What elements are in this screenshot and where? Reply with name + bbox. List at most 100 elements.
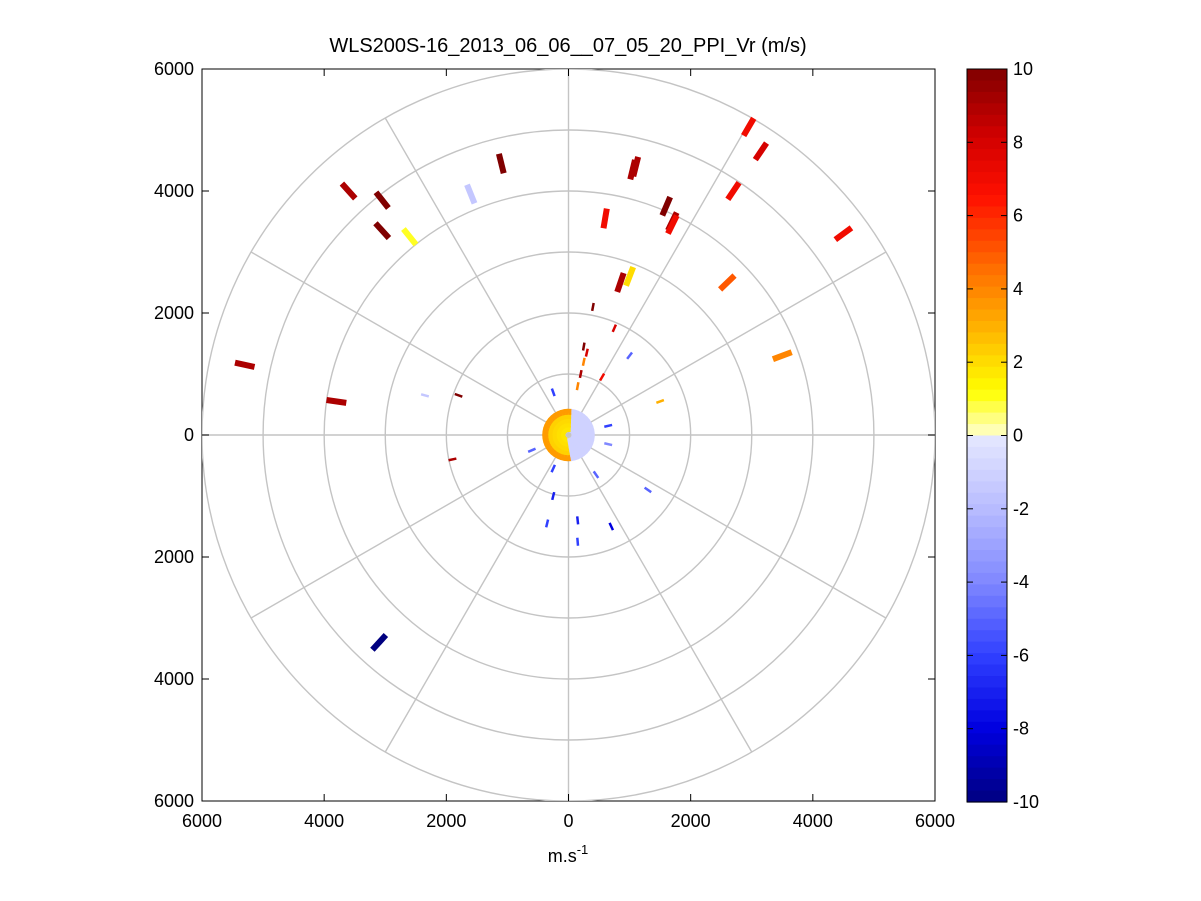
data-point-38 <box>550 464 557 473</box>
y-tick-label: 0 <box>184 425 194 445</box>
near-field-mark <box>563 454 569 462</box>
near-field-mark <box>548 447 556 455</box>
x-axis-label-base: m.s <box>548 846 577 866</box>
colorbar-swatch <box>967 790 1007 803</box>
colorbar-tick-label: 10 <box>1013 59 1033 79</box>
colorbar-swatch <box>967 572 1007 585</box>
colorbar-swatch <box>967 80 1007 93</box>
colorbar-swatch <box>967 607 1007 620</box>
x-axis-label: m.s-1 <box>548 842 589 866</box>
near-field-mark <box>556 409 563 418</box>
data-point-3 <box>725 181 742 201</box>
near-field-mark <box>553 451 561 459</box>
near-field-mark <box>588 433 595 437</box>
colorbar <box>967 69 1007 803</box>
colorbar-swatch <box>967 584 1007 597</box>
data-point-18 <box>464 183 478 205</box>
colorbar-swatch <box>967 767 1007 780</box>
near-field-mark <box>567 408 572 415</box>
spoke-30 <box>568 251 887 436</box>
colorbar-swatch <box>967 458 1007 471</box>
colorbar-swatch <box>967 229 1007 242</box>
spoke-60 <box>567 117 753 436</box>
colorbar-swatch <box>967 721 1007 734</box>
axis-ticks <box>201 68 936 802</box>
colorbar-swatch <box>967 378 1007 391</box>
data-point-28 <box>655 398 665 405</box>
x-tick-label: 2000 <box>671 811 711 831</box>
colorbar-swatch <box>967 286 1007 299</box>
near-field-mark <box>582 446 590 454</box>
colorbar-swatch <box>967 630 1007 643</box>
colorbar-swatch <box>967 275 1007 288</box>
y-tick-label: 4000 <box>154 669 194 689</box>
data-point-27 <box>448 457 457 462</box>
near-field-mark <box>578 412 585 420</box>
near-field-mark <box>582 416 590 424</box>
colorbar-swatch <box>967 320 1007 334</box>
colorbar-swatch <box>967 366 1007 379</box>
spoke-210 <box>250 434 569 619</box>
data-point-42 <box>551 491 556 501</box>
colorbar-ticks: 10 8 6 4 2 0 -2 -4 -6 -8 -10 <box>967 59 1039 812</box>
y-tick-label: 4000 <box>154 181 194 201</box>
data-point-36 <box>599 372 606 382</box>
colorbar-swatch <box>967 69 1007 82</box>
colorbar-swatch <box>967 149 1007 162</box>
colorbar-tick-label: 4 <box>1013 279 1023 299</box>
data-point-32 <box>581 357 586 366</box>
colorbar-swatch <box>967 412 1007 425</box>
colorbar-tick-label: 6 <box>1013 206 1023 226</box>
data-point-40 <box>604 423 613 428</box>
data-point-31 <box>584 348 589 357</box>
near-field-mark <box>584 443 592 451</box>
near-field-mark <box>546 417 554 425</box>
colorbar-swatch <box>967 481 1007 494</box>
data-point-39 <box>592 470 600 479</box>
colorbar-swatch <box>967 183 1007 196</box>
colorbar-swatch <box>967 733 1007 746</box>
data-point-19 <box>339 181 358 201</box>
colorbar-swatch <box>967 126 1007 139</box>
colorbar-swatch <box>967 561 1007 574</box>
data-point-26 <box>454 392 463 398</box>
colorbar-swatch <box>967 332 1007 345</box>
colorbar-swatch <box>967 217 1007 230</box>
x-tick-label: 4000 <box>793 811 833 831</box>
near-field-mark <box>546 445 554 453</box>
colorbar-tick-label: 0 <box>1013 426 1023 446</box>
colorbar-swatch <box>967 676 1007 689</box>
data-point-17 <box>495 153 507 174</box>
near-field-mark <box>575 410 582 418</box>
colorbar-swatch <box>967 114 1007 127</box>
colorbar-swatch <box>967 698 1007 711</box>
x-tick-label: 6000 <box>915 811 955 831</box>
data-point-29 <box>626 351 634 360</box>
x-tick-label: 0 <box>563 811 573 831</box>
data-point-21 <box>373 221 392 241</box>
near-field-mark <box>556 452 563 461</box>
colorbar-swatch <box>967 240 1007 253</box>
colorbar-swatch <box>967 263 1007 276</box>
near-field-mark <box>584 433 591 437</box>
data-point-1 <box>741 116 757 138</box>
data-point-13 <box>590 302 595 312</box>
colorbar-swatch <box>967 435 1007 448</box>
polar-grid <box>202 69 935 801</box>
data-point-16 <box>630 156 642 178</box>
colorbar-swatch <box>967 515 1007 528</box>
data-point-20 <box>373 190 391 210</box>
x-tick-label: 4000 <box>304 811 344 831</box>
data-point-44 <box>575 516 580 525</box>
data-point-48 <box>604 442 613 447</box>
colorbar-swatch <box>967 779 1007 792</box>
near-field-mark <box>580 433 587 437</box>
colorbar-swatch <box>967 664 1007 677</box>
colorbar-swatch <box>967 194 1007 208</box>
colorbar-swatch <box>967 389 1007 402</box>
near-field-mark <box>550 449 558 457</box>
colorbar-swatch <box>967 744 1007 757</box>
spoke-240 <box>384 434 570 753</box>
near-field-mark <box>575 452 582 460</box>
y-tick-label: 6000 <box>154 791 194 811</box>
